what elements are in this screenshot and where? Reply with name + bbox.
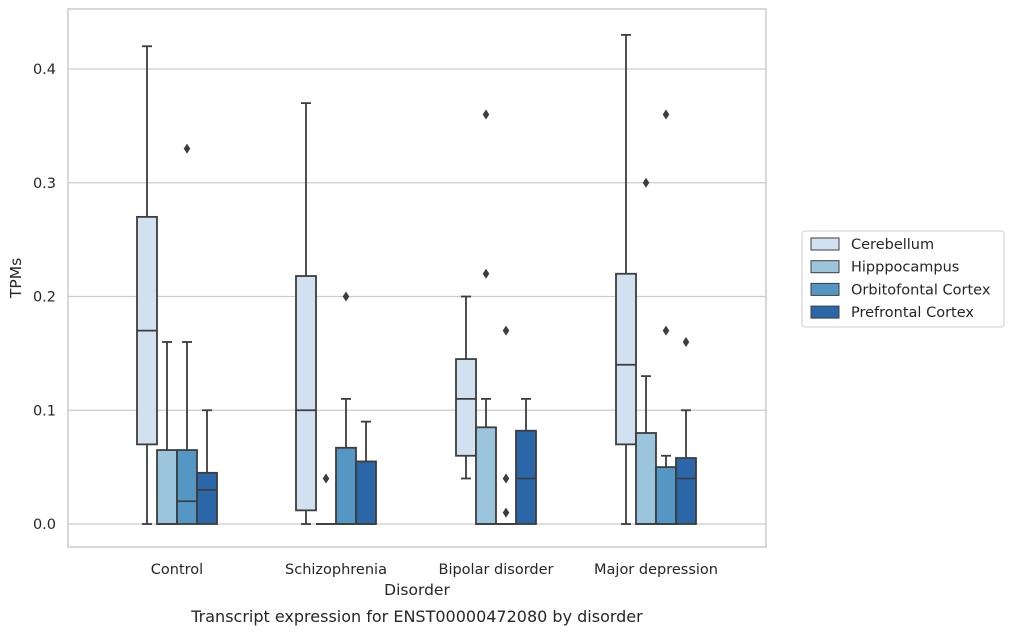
box-body bbox=[355, 460, 377, 525]
outlier-point bbox=[482, 109, 490, 120]
series-hipppocampus bbox=[156, 109, 657, 525]
box-body bbox=[335, 446, 357, 525]
box-body bbox=[675, 457, 697, 525]
box bbox=[635, 177, 657, 525]
y-tick-label: 0.0 bbox=[33, 517, 56, 533]
outlier-point bbox=[642, 177, 650, 188]
y-axis-label: TPMs bbox=[7, 258, 25, 299]
box bbox=[515, 397, 537, 525]
outlier-point bbox=[502, 325, 510, 336]
box bbox=[316, 473, 336, 525]
legend-label: Orbitofontal Cortex bbox=[851, 282, 991, 298]
series-prefrontal-cortex bbox=[196, 337, 697, 525]
box-body bbox=[475, 426, 497, 525]
legend-swatch bbox=[810, 260, 840, 274]
legend-frame bbox=[801, 230, 1005, 328]
box-body bbox=[196, 471, 218, 525]
box-body bbox=[655, 466, 677, 525]
box-body bbox=[635, 432, 657, 525]
x-axis-label: Disorder bbox=[384, 581, 450, 599]
figure-caption: Transcript expression for ENST0000047208… bbox=[190, 607, 643, 626]
outlier-point bbox=[342, 291, 350, 302]
box bbox=[675, 337, 697, 525]
box-body bbox=[176, 449, 198, 525]
box bbox=[295, 102, 317, 525]
legend-swatch bbox=[810, 305, 840, 319]
outlier-point bbox=[662, 109, 670, 120]
legend-items: Cerebellum Hipppocampus Orbitofontal Corte… bbox=[810, 237, 991, 321]
legend-label: Cerebellum bbox=[851, 237, 934, 253]
outlier-point bbox=[322, 473, 330, 484]
box bbox=[655, 109, 677, 525]
x-tick-label: Bipolar disorder bbox=[439, 562, 554, 578]
box bbox=[615, 33, 637, 525]
legend-swatch bbox=[810, 237, 840, 251]
x-tick-label: Major depression bbox=[594, 562, 718, 578]
outlier-point bbox=[482, 268, 490, 279]
legend: Cerebellum Hipppocampus Orbitofontal Corte… bbox=[801, 230, 1005, 328]
legend-label: Hipppocampus bbox=[851, 260, 959, 276]
box-body bbox=[455, 358, 477, 457]
outlier-point bbox=[662, 325, 670, 336]
outlier-point bbox=[183, 143, 191, 154]
x-tick-label: Schizophrenia bbox=[285, 562, 387, 578]
box-body bbox=[156, 449, 178, 525]
legend-swatch bbox=[810, 282, 840, 296]
box bbox=[355, 420, 377, 525]
y-tick-label: 0.2 bbox=[33, 290, 56, 306]
box bbox=[455, 295, 477, 480]
box-body bbox=[295, 275, 317, 512]
box bbox=[136, 45, 158, 525]
box-body bbox=[615, 272, 637, 446]
box bbox=[335, 291, 357, 525]
y-tick-label: 0.1 bbox=[33, 403, 56, 419]
box bbox=[176, 143, 198, 525]
y-tick-label: 0.4 bbox=[33, 62, 56, 78]
box-body bbox=[515, 429, 537, 525]
x-axis-ticks: Control Schizophrenia Bipolar disorder Majo… bbox=[151, 562, 718, 578]
outlier-point bbox=[502, 473, 510, 484]
y-tick-label: 0.3 bbox=[33, 176, 56, 192]
x-tick-label: Control bbox=[151, 562, 203, 578]
box bbox=[496, 325, 516, 525]
box bbox=[475, 109, 497, 525]
box bbox=[156, 341, 178, 525]
plot-area-frame bbox=[67, 8, 767, 548]
series-orbitofontal-cortex bbox=[176, 109, 677, 525]
outlier-point bbox=[682, 337, 690, 347]
series-cerebellum bbox=[136, 33, 637, 525]
box-series bbox=[136, 33, 697, 525]
y-axis-ticks: 0.0 0.1 0.2 0.3 0.4 bbox=[33, 62, 56, 533]
box bbox=[196, 409, 218, 525]
legend-label: Prefrontal Cortex bbox=[851, 305, 974, 321]
outlier-point bbox=[502, 507, 510, 518]
